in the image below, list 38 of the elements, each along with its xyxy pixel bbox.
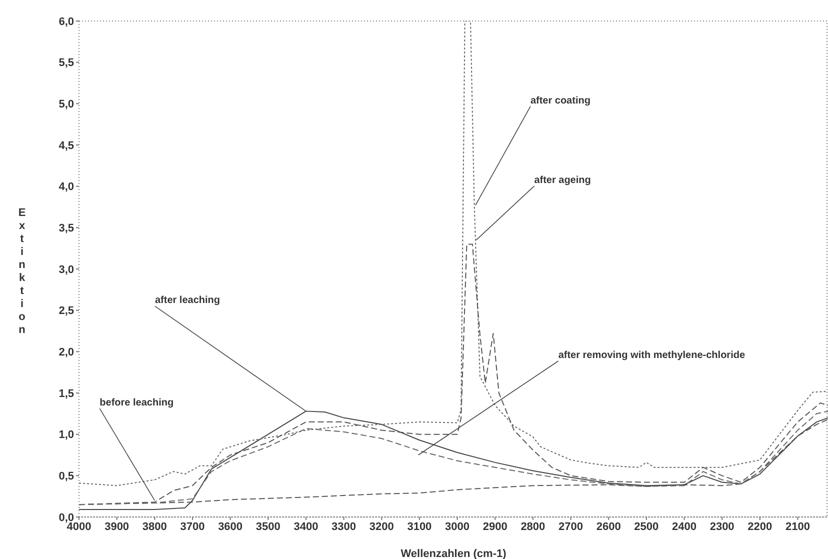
y-tick-label: 3,5 xyxy=(58,222,74,235)
y-tick-label: 6,0 xyxy=(58,16,74,28)
x-tick-label: 2700 xyxy=(558,520,584,533)
y-tick-label: 0,5 xyxy=(58,470,74,483)
annotation: before leaching xyxy=(100,397,174,408)
x-tick-label: 3100 xyxy=(407,520,432,533)
annotation: after ageing xyxy=(534,175,591,186)
x-tick-label: 2300 xyxy=(710,520,734,533)
text: Extinktion xyxy=(18,207,26,336)
y-tick-label: 5,0 xyxy=(58,98,74,111)
y-tick-label: 5,5 xyxy=(58,57,74,70)
y-tick-label: 4,5 xyxy=(58,140,74,152)
x-tick-label: 3700 xyxy=(180,520,205,533)
x-tick-label: 3900 xyxy=(104,520,130,533)
x-tick-label: 2900 xyxy=(482,520,508,533)
y-tick-label: 4,0 xyxy=(58,181,74,194)
y-tick-label: 2,0 xyxy=(58,346,74,359)
annotation: after removing with methylene-chloride xyxy=(558,350,746,361)
x-tick-label: 2600 xyxy=(596,520,621,533)
x-tick-label: 2800 xyxy=(520,520,546,533)
x-tick-label: 2200 xyxy=(748,520,772,533)
x-tick-label: 3500 xyxy=(256,520,280,533)
x-tick-label: 3300 xyxy=(332,520,356,533)
x-tick-label: 3600 xyxy=(218,520,243,533)
x-tick-label: 2500 xyxy=(634,520,659,533)
annotation: after leaching xyxy=(154,295,220,306)
annotation: after coating xyxy=(530,95,590,106)
x-axis-title: Wellenzahlen (cm-1) xyxy=(400,548,507,559)
x-tick-label: 3400 xyxy=(294,520,318,533)
y-tick-label: 1,5 xyxy=(58,388,74,400)
y-tick-label: 3,0 xyxy=(58,264,74,276)
x-tick-label: 3800 xyxy=(142,520,167,533)
x-tick-label: 3200 xyxy=(369,520,394,533)
x-tick-label: 2100 xyxy=(785,520,810,533)
x-tick-label: 2400 xyxy=(672,520,696,533)
x-tick-label: 3000 xyxy=(445,520,470,533)
y-tick-label: 2,5 xyxy=(58,305,74,318)
y-tick-label: 1,0 xyxy=(58,429,74,442)
